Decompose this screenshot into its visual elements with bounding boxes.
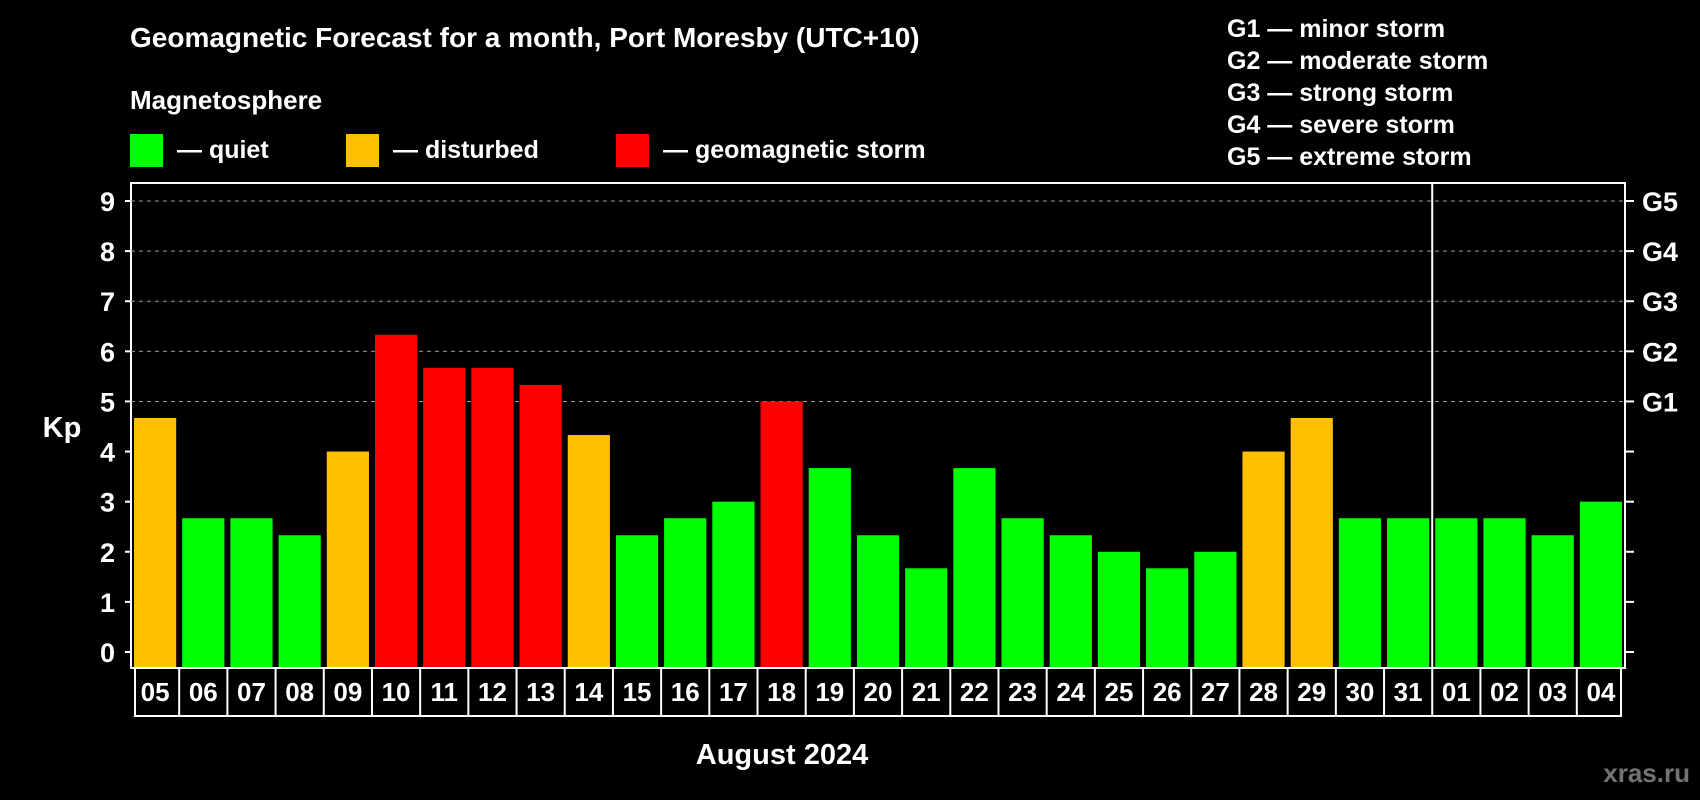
x-tick-label-07: 07 (237, 677, 266, 707)
x-tick-label-14: 14 (574, 677, 603, 707)
bar-26 (1146, 568, 1189, 668)
x-tick-label-03: 03 (1538, 677, 1567, 707)
category-axis-box (134, 667, 1622, 717)
legend-swatch-quiet (130, 134, 163, 167)
bar-02 (1483, 518, 1526, 668)
bar-28 (1242, 451, 1285, 668)
bar-21 (905, 568, 948, 668)
g-level-label-g3: G3 (1642, 287, 1678, 317)
y-tick-label: 6 (100, 337, 115, 367)
storm-scale-g1: G1 — minor storm (1227, 15, 1445, 43)
x-tick-label-19: 19 (815, 677, 844, 707)
y-tick-label: 7 (100, 287, 115, 317)
x-tick-label-04: 04 (1586, 677, 1615, 707)
legend-label-quiet: — quiet (177, 136, 269, 164)
chart-title: Geomagnetic Forecast for a month, Port M… (130, 22, 920, 53)
x-tick-label-20: 20 (864, 677, 893, 707)
x-tick-label-06: 06 (189, 677, 218, 707)
y-tick-label: 1 (100, 588, 115, 618)
legend-label-storm: — geomagnetic storm (663, 136, 926, 164)
x-tick-label-15: 15 (623, 677, 652, 707)
bar-29 (1290, 417, 1333, 668)
y-tick-label: 5 (100, 387, 115, 417)
x-tick-label-09: 09 (333, 677, 362, 707)
y-tick-label: 4 (100, 438, 115, 468)
g-level-label-g5: G5 (1642, 187, 1678, 217)
storm-scale-g2: G2 — moderate storm (1227, 47, 1488, 75)
bar-09 (326, 451, 369, 668)
g-level-label-g2: G2 (1642, 337, 1678, 367)
legend-swatch-storm (616, 134, 649, 167)
bar-06 (182, 518, 225, 668)
legend-label-disturbed: — disturbed (393, 136, 539, 164)
bar-22 (953, 468, 996, 668)
storm-scale-legend: G1 — minor storm G2 — moderate storm G3 … (1227, 15, 1488, 171)
bar-25 (1097, 551, 1141, 668)
y-tick-label: 3 (100, 488, 115, 518)
x-tick-label-21: 21 (912, 677, 941, 707)
x-tick-label-05: 05 (141, 677, 170, 707)
legend-heading: Magnetosphere (130, 85, 322, 115)
bar-30 (1338, 518, 1382, 668)
x-tick-label-12: 12 (478, 677, 507, 707)
x-tick-label-30: 30 (1345, 677, 1374, 707)
storm-scale-g5: G5 — extreme storm (1227, 143, 1472, 171)
x-tick-label-24: 24 (1056, 677, 1085, 707)
bar-01 (1435, 518, 1478, 668)
bar-08 (278, 535, 321, 668)
bar-14 (567, 435, 610, 668)
bar-07 (230, 518, 273, 668)
bar-24 (1049, 535, 1092, 668)
bar-31 (1387, 518, 1430, 668)
x-tick-label-27: 27 (1201, 677, 1230, 707)
g-level-label-g4: G4 (1642, 237, 1678, 267)
bar-13 (519, 384, 562, 668)
bar-16 (664, 518, 707, 668)
x-tick-label-31: 31 (1394, 677, 1423, 707)
x-tick-label-25: 25 (1105, 677, 1134, 707)
bar-27 (1194, 551, 1237, 668)
y-tick-label: 9 (100, 187, 115, 217)
x-tick-label-23: 23 (1008, 677, 1037, 707)
bar-03 (1531, 535, 1574, 668)
bar-05 (134, 417, 177, 668)
x-tick-label-17: 17 (719, 677, 748, 707)
x-tick-label-26: 26 (1153, 677, 1182, 707)
legend-swatch-disturbed (346, 134, 379, 167)
g-level-label-g1: G1 (1642, 387, 1678, 417)
x-tick-label-13: 13 (526, 677, 555, 707)
bar-17 (712, 501, 755, 668)
watermark: xras.ru (1603, 758, 1690, 788)
y-axis-label: Kp (43, 412, 82, 444)
y-tick-label: 2 (100, 538, 115, 568)
x-tick-label-01: 01 (1442, 677, 1471, 707)
x-tick-label-02: 02 (1490, 677, 1519, 707)
y-tick-label: 0 (100, 638, 115, 668)
x-tick-label-28: 28 (1249, 677, 1278, 707)
bar-11 (423, 367, 466, 668)
bar-20 (856, 535, 900, 668)
storm-scale-g3: G3 — strong storm (1227, 79, 1453, 107)
y-tick-label: 8 (100, 237, 115, 267)
x-tick-label-11: 11 (431, 677, 459, 707)
x-tick-label-22: 22 (960, 677, 989, 707)
bar-19 (808, 468, 851, 668)
bar-12 (471, 367, 514, 668)
bar-18 (760, 401, 803, 668)
bar-23 (1001, 518, 1044, 668)
bar-15 (615, 535, 659, 668)
x-tick-label-18: 18 (767, 677, 796, 707)
x-tick-label-08: 08 (285, 677, 314, 707)
legend: — quiet — disturbed — geomagnetic storm (130, 134, 926, 167)
bar-04 (1579, 501, 1622, 668)
x-axis-label: August 2024 (696, 739, 868, 771)
x-tick-label-29: 29 (1297, 677, 1326, 707)
storm-scale-g4: G4 — severe storm (1227, 111, 1455, 139)
x-tick-label-16: 16 (671, 677, 700, 707)
x-tick-label-10: 10 (382, 677, 411, 707)
bar-10 (374, 334, 418, 668)
